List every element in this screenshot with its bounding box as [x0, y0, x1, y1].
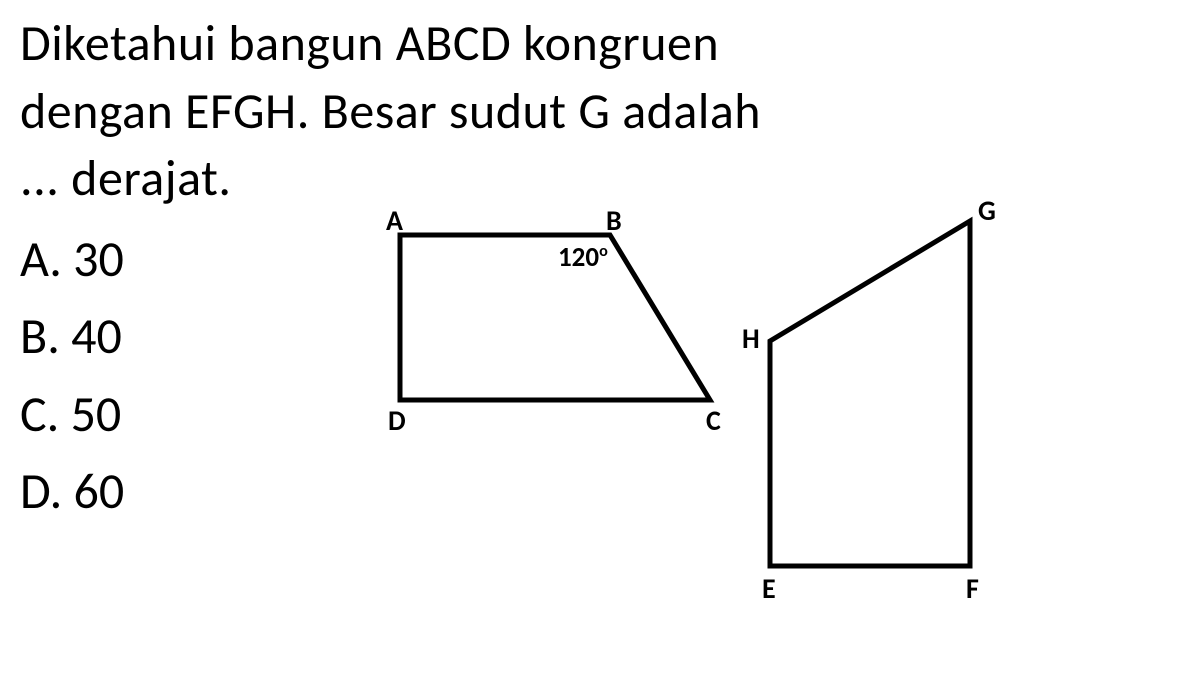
quad-efgh [760, 211, 995, 581]
figure-abcd: A B C D 120o [390, 225, 730, 435]
vertex-e-label: E [762, 571, 776, 606]
vertex-g-label: G [978, 193, 996, 228]
option-a: A. 30 [20, 221, 390, 299]
figure-efgh: H G E F [760, 211, 1005, 611]
option-d: D. 60 [20, 453, 390, 531]
vertex-h-label: H [742, 321, 760, 356]
vertex-f-label: F [966, 571, 979, 606]
vertex-d-label: D [388, 403, 406, 438]
degree-symbol: o [599, 242, 608, 261]
vertex-a-label: A [386, 203, 403, 238]
figures-container: A B C D 120o H G E F [390, 225, 1005, 611]
vertex-b-label: B [606, 203, 622, 238]
question-line-1: Diketahui bangun ABCD kongruen [20, 10, 1158, 78]
polygon-efgh [770, 221, 970, 566]
polygon-abcd [400, 235, 710, 400]
option-b: B. 40 [20, 298, 390, 376]
option-c: C. 50 [20, 376, 390, 454]
content-row: A. 30 B. 40 C. 50 D. 60 A B C D 120o H G… [20, 213, 1158, 611]
angle-value: 120 [558, 241, 599, 274]
angle-b-label: 120o [558, 241, 608, 274]
answer-options: A. 30 B. 40 C. 50 D. 60 [20, 221, 390, 531]
question-line-2: dengan EFGH. Besar sudut G adalah [20, 78, 1158, 146]
vertex-c-label: C [706, 403, 721, 438]
question-text: Diketahui bangun ABCD kongruen dengan EF… [20, 10, 1158, 213]
